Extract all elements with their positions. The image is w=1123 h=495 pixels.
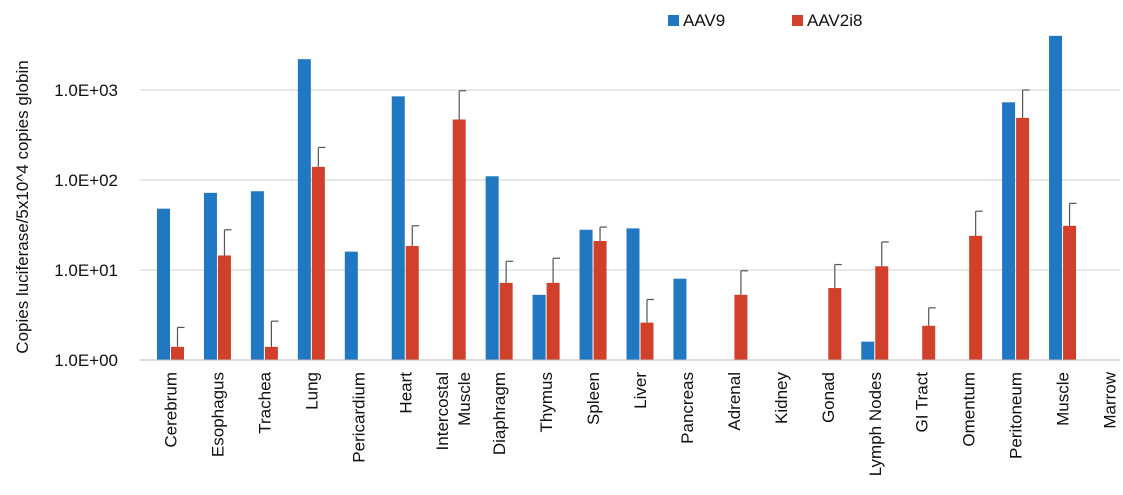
bar-aav2i8: [217, 255, 231, 360]
x-tick-label: Spleen: [584, 372, 603, 425]
x-tick-label: Gonad: [819, 372, 838, 423]
bar-aav2i8: [1063, 225, 1077, 360]
x-tick-label: Omentum: [960, 372, 979, 447]
bar-aav2i8: [264, 346, 278, 360]
bar-aav9: [485, 176, 499, 360]
x-tick-label: Intercostal Muscle: [433, 372, 474, 450]
bars: [157, 35, 1077, 361]
legend-label: AAV2i8: [807, 11, 862, 30]
y-tick-label: 1.0E+02: [54, 171, 118, 190]
legend: AAV9 AAV2i8: [668, 11, 862, 30]
x-tick-label: Liver: [631, 372, 650, 409]
bar-aav9: [344, 251, 358, 360]
x-tick-label: Diaphragm: [490, 372, 509, 455]
bar-aav9: [532, 294, 546, 360]
legend-swatch: [668, 15, 679, 26]
bar-aav2i8: [734, 294, 748, 360]
bar-aav2i8: [828, 288, 842, 360]
bar-aav2i8: [875, 266, 889, 360]
y-tick-label: 1.0E+03: [54, 81, 118, 100]
y-tick-label: 1.0E+01: [54, 261, 118, 280]
bar-aav2i8: [171, 346, 184, 360]
x-tick-label: Pancreas: [678, 372, 697, 444]
bar-aav2i8: [546, 282, 560, 360]
x-tick-label: Cerebrum: [162, 372, 181, 448]
bar-aav9: [297, 59, 311, 361]
x-tick-label: Thymus: [537, 372, 556, 432]
x-tick-label: Adrenal: [725, 372, 744, 431]
bar-aav2i8: [311, 166, 325, 360]
x-tick-label: Muscle: [1054, 372, 1073, 426]
x-tick-label: Peritoneum: [1007, 372, 1026, 459]
x-tick-label: Lung: [302, 372, 321, 410]
bar-aav2i8: [640, 322, 654, 360]
x-tick-label: Lymph Nodes: [866, 372, 885, 476]
bar-aav9: [626, 228, 640, 360]
bar-aav9: [250, 191, 264, 360]
legend-swatch: [792, 15, 803, 26]
bar-aav9: [391, 96, 405, 360]
x-axis-labels: Cerebrum Esophagus Trachea Lung Pericardium H…: [162, 371, 1120, 476]
bar-aav9: [579, 229, 593, 360]
bar-aav2i8: [405, 245, 419, 360]
x-tick-label: Kidney: [772, 372, 791, 424]
bar-aav9: [673, 278, 687, 360]
bar-aav9: [1049, 35, 1063, 360]
y-tick-label: 1.0E+00: [54, 351, 118, 370]
error-bars: [176, 89, 1077, 347]
y-axis-title: Copies luciferase/5x10^4 copies globin: [13, 60, 32, 353]
bar-aav9: [861, 341, 875, 360]
x-tick-label: Esophagus: [208, 372, 227, 457]
bar-aav9: [1002, 102, 1016, 361]
x-tick-label: GI Tract: [913, 372, 932, 433]
x-tick-label: Trachea: [255, 371, 274, 433]
x-tick-label: Marrow: [1101, 371, 1120, 428]
x-tick-label: Pericardium: [349, 372, 368, 463]
bar-aav2i8: [922, 325, 936, 360]
y-axis-ticks: 1.0E+00 1.0E+01 1.0E+02 1.0E+03: [54, 81, 118, 370]
bar-aav2i8: [593, 241, 607, 360]
bar-aav2i8: [1016, 117, 1030, 360]
bar-aav2i8: [452, 119, 466, 360]
bar-aav9: [157, 208, 170, 360]
bar-aav2i8: [499, 282, 513, 360]
x-tick-label: Heart: [396, 372, 415, 414]
bar-aav9: [203, 192, 217, 360]
legend-label: AAV9: [683, 11, 725, 30]
bar-aav2i8: [969, 235, 983, 360]
